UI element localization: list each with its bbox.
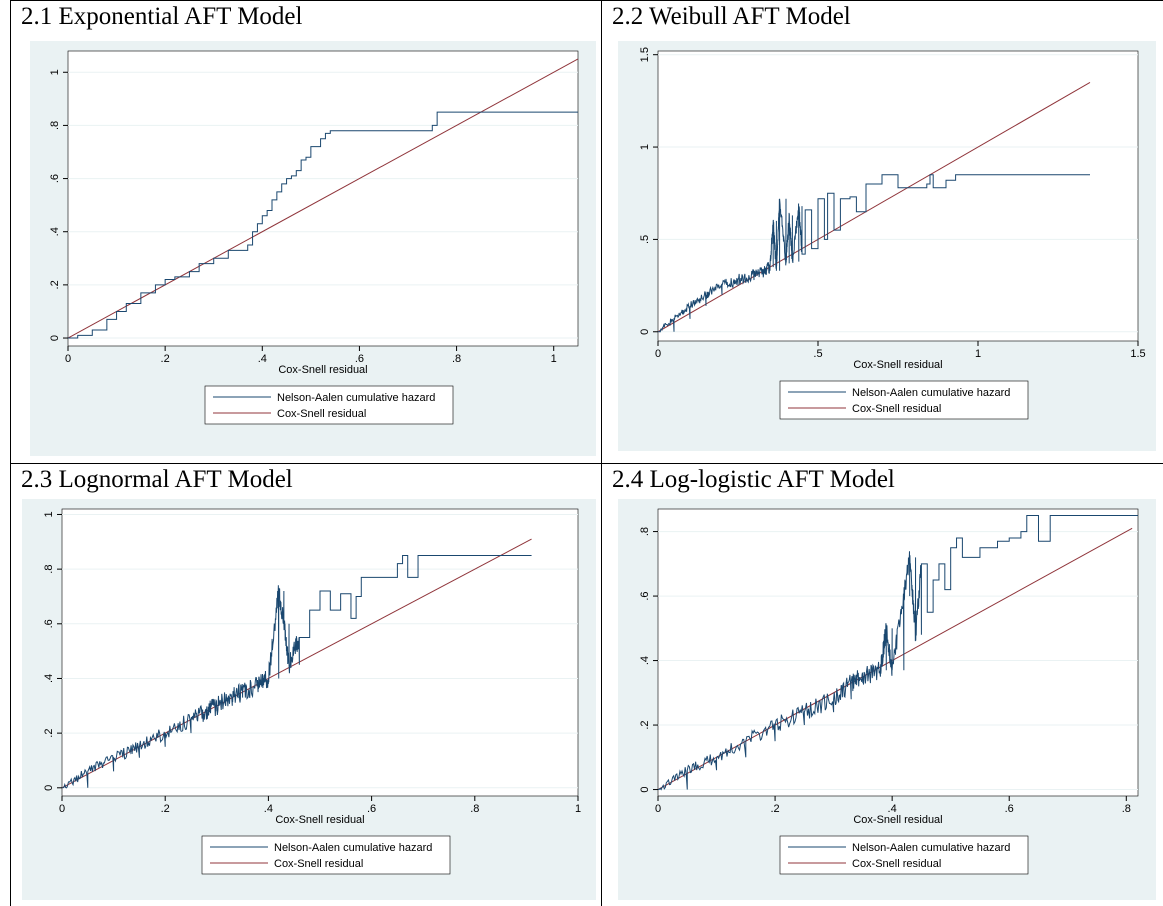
series-nelson-aalen-line xyxy=(658,514,1138,791)
panel-title: 2.3 Lognormal AFT Model xyxy=(21,466,293,493)
y-tick-label: .2 xyxy=(49,280,61,289)
panel-2: 2.2 Weibull AFT Model 0 .5 1 1.5 0 .5 1 1.5 Cox-… xyxy=(602,1,1163,463)
legend-label: Cox-Snell residual xyxy=(277,408,366,420)
series-cox-snell-line xyxy=(658,81,1091,333)
middle-rule xyxy=(10,463,1163,464)
x-tick-label: .6 xyxy=(1005,803,1014,815)
legend-box xyxy=(201,835,451,875)
y-tick-label: .8 xyxy=(43,565,55,574)
plot-area xyxy=(61,508,579,797)
y-tick-label: .2 xyxy=(43,729,55,738)
panel-4: 2.4 Log-logistic AFT Model 0 .2 .4 .6 .8 0 .2.… xyxy=(602,464,1163,906)
y-tick-label: 0 xyxy=(639,329,651,335)
y-tick-label: 1 xyxy=(639,144,651,150)
x-tick-label: .8 xyxy=(452,353,461,365)
center-rule xyxy=(601,0,602,906)
x-axis-label: Cox-Snell residual xyxy=(853,359,942,371)
x-axis-label: Cox-Snell residual xyxy=(275,814,364,826)
x-tick-label: .4 xyxy=(888,803,897,815)
legend-box xyxy=(779,380,1029,420)
y-tick-label: .5 xyxy=(639,235,651,244)
y-tick-label: .6 xyxy=(49,174,61,183)
legend-label: Nelson-Aalen cumulative hazard xyxy=(274,842,432,854)
panel-1: 2.1 Exponential AFT Model 0 .2 .4 .6 .8 1 0 .2.… xyxy=(11,1,601,463)
y-tick-label: 1 xyxy=(43,511,55,517)
panel-chart: 0 .5 1 1.5 0 .5 1 1.5 Cox-Snell residual Nelson-A… xyxy=(618,41,1156,451)
x-tick-label: .6 xyxy=(367,803,376,815)
y-tick-label: 0 xyxy=(639,786,651,792)
x-tick-label: 1 xyxy=(575,803,581,815)
y-tick-label: .4 xyxy=(639,656,651,665)
x-tick-label: .6 xyxy=(355,353,364,365)
y-tick-label: .4 xyxy=(49,227,61,236)
left-rule xyxy=(10,0,11,906)
x-tick-label: .8 xyxy=(1122,803,1131,815)
panel-title: 2.4 Log-logistic AFT Model xyxy=(612,466,895,493)
top-rule xyxy=(10,0,1163,1)
x-tick-label: 0 xyxy=(59,803,65,815)
legend-label: Nelson-Aalen cumulative hazard xyxy=(277,392,435,404)
y-tick-label: .2 xyxy=(639,720,651,729)
x-tick-label: .4 xyxy=(258,353,267,365)
x-tick-label: 0 xyxy=(65,353,71,365)
legend-label: Nelson-Aalen cumulative hazard xyxy=(852,387,1010,399)
series-nelson-aalen-line xyxy=(62,554,532,789)
y-tick-label: 0 xyxy=(43,785,55,791)
x-axis-label: Cox-Snell residual xyxy=(278,364,367,376)
series-cox-snell-line xyxy=(62,538,532,789)
x-tick-label: 0 xyxy=(655,803,661,815)
x-tick-label: .8 xyxy=(470,803,479,815)
legend-box xyxy=(779,835,1029,875)
x-tick-label: .2 xyxy=(161,353,170,365)
y-tick-label: 1.5 xyxy=(639,47,651,62)
x-tick-label: .2 xyxy=(770,803,779,815)
legend-label: Nelson-Aalen cumulative hazard xyxy=(852,842,1010,854)
series-cox-snell-line xyxy=(68,58,578,339)
y-tick-label: 0 xyxy=(49,335,61,341)
panel-title: 2.1 Exponential AFT Model xyxy=(21,3,303,30)
legend-box xyxy=(204,385,454,425)
legend-label: Cox-Snell residual xyxy=(852,858,941,870)
panel-3: 2.3 Lognormal AFT Model 0 .2 .4 .6 .8 1 0 .2 .4.… xyxy=(11,464,601,906)
x-tick-label: 1.5 xyxy=(1130,348,1145,360)
plot-area xyxy=(657,50,1139,342)
y-tick-label: .6 xyxy=(43,619,55,628)
x-axis-label: Cox-Snell residual xyxy=(853,814,942,826)
legend-label: Cox-Snell residual xyxy=(852,403,941,415)
x-tick-label: .5 xyxy=(813,348,822,360)
panel-chart: 0 .2 .4 .6 .8 1 0 .2 .4 .6 .8 1 Cox-Snell residual Ne… xyxy=(30,41,596,456)
x-tick-label: 1 xyxy=(551,353,557,365)
x-tick-label: 1 xyxy=(975,348,981,360)
y-tick-label: .8 xyxy=(639,527,651,536)
y-tick-label: .4 xyxy=(43,674,55,683)
legend-label: Cox-Snell residual xyxy=(274,858,363,870)
series-nelson-aalen-line xyxy=(658,174,1090,333)
x-tick-label: .2 xyxy=(161,803,170,815)
x-tick-label: .4 xyxy=(264,803,273,815)
series-nelson-aalen-line xyxy=(68,111,578,339)
x-tick-label: 0 xyxy=(655,348,661,360)
panel-title: 2.2 Weibull AFT Model xyxy=(612,3,851,30)
y-tick-label: .8 xyxy=(49,121,61,130)
panel-chart: 0 .2 .4 .6 .8 1 0 .2 .4 .6 .8 1 Cox-Snell residual Ne… xyxy=(22,499,596,900)
y-tick-label: 1 xyxy=(49,69,61,75)
y-tick-label: .6 xyxy=(639,591,651,600)
panel-chart: 0 .2 .4 .6 .8 0 .2 .4 .6 .8 Cox-Snell residual Nels… xyxy=(618,499,1156,900)
